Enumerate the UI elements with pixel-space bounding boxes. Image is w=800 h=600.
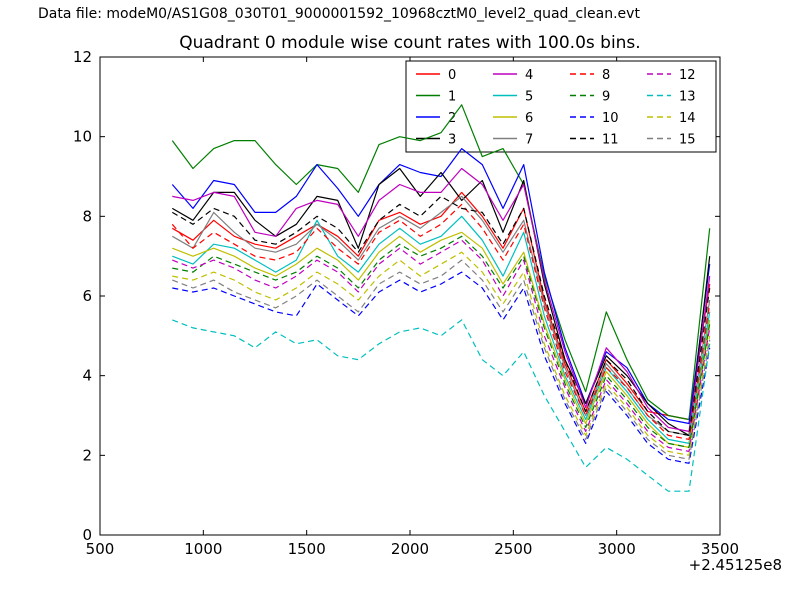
series-line-12 [172, 239, 711, 452]
legend-label-6: 6 [525, 111, 533, 126]
series-line-0 [172, 191, 711, 421]
legend-label-14: 14 [679, 111, 696, 126]
series-line-10 [172, 271, 711, 464]
legend-label-3: 3 [448, 133, 456, 148]
legend-label-13: 13 [679, 90, 696, 105]
x-tick-label: 500 [86, 540, 115, 558]
x-tick-label: 1000 [184, 540, 222, 558]
legend-label-15: 15 [679, 133, 696, 148]
x-tick-label: 1500 [288, 540, 326, 558]
x-tick-label: 3500 [701, 540, 739, 558]
y-tick-label: 6 [82, 287, 92, 305]
legend-label-11: 11 [602, 133, 619, 148]
legend-label-12: 12 [679, 68, 696, 83]
legend-label-8: 8 [602, 68, 610, 83]
series-line-6 [172, 231, 711, 448]
y-tick-label: 10 [73, 128, 92, 146]
series-line-11 [172, 195, 711, 436]
y-tick-label: 4 [82, 367, 92, 385]
series-line-4 [172, 167, 711, 432]
series-line-8 [171, 203, 711, 440]
x-tick-label: 3000 [598, 540, 636, 558]
legend-label-0: 0 [448, 68, 456, 83]
series-line-7 [172, 195, 711, 436]
legend-label-4: 4 [525, 68, 533, 83]
chart-title: Quadrant 0 module wise count rates with … [179, 33, 641, 53]
series-line-5 [172, 215, 711, 444]
legend-label-9: 9 [602, 90, 610, 105]
x-axis-offset-label: +2.45125e8 [688, 556, 782, 574]
legend-label-5: 5 [525, 90, 533, 105]
y-tick-label: 12 [73, 48, 92, 66]
x-tick-label: 2000 [391, 540, 429, 558]
series-line-9 [172, 235, 711, 448]
y-tick-label: 2 [82, 446, 92, 464]
data-file-label: Data file: modeM0/AS1G08_030T01_90000015… [38, 6, 640, 22]
series-line-1 [171, 104, 711, 421]
series-line-13 [172, 319, 711, 492]
x-tick-label: 2500 [494, 540, 532, 558]
legend-label-1: 1 [448, 90, 456, 105]
legend-label-7: 7 [525, 133, 533, 148]
series-line-2 [171, 148, 711, 425]
series-line-3 [172, 167, 711, 436]
legend-box [405, 60, 717, 153]
legend-label-10: 10 [602, 111, 619, 126]
y-tick-label: 8 [82, 207, 92, 225]
y-tick-label: 0 [82, 526, 92, 544]
